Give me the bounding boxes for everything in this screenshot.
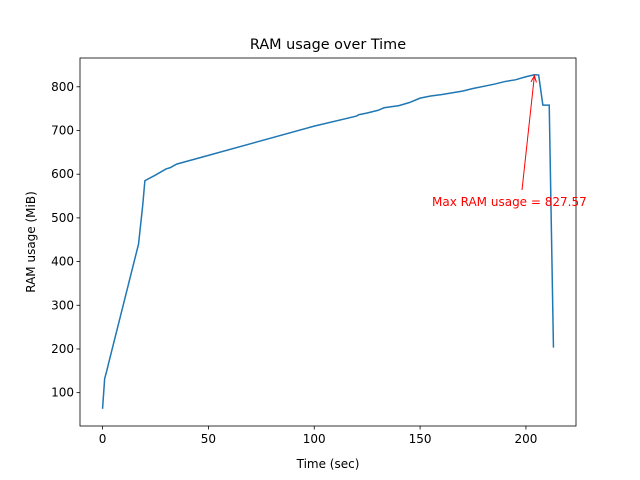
y-tick-label: 700 <box>51 123 74 137</box>
x-tick-label: 150 <box>409 432 432 446</box>
y-tick-label: 100 <box>51 386 74 400</box>
chart-title: RAM usage over Time <box>250 37 406 53</box>
annotation-arrow <box>521 75 535 191</box>
y-tick-label: 300 <box>51 298 74 312</box>
x-tick-label: 50 <box>201 432 216 446</box>
x-tick-label: 100 <box>303 432 326 446</box>
y-tick-label: 400 <box>51 255 74 269</box>
plot-frame <box>79 57 577 427</box>
x-tick-label: 200 <box>514 432 537 446</box>
y-tick-label: 800 <box>51 80 74 94</box>
x-axis-label: Time (sec) <box>296 457 360 471</box>
y-axis-label: RAM usage (MiB) <box>24 191 38 293</box>
annotation-text: Max RAM usage = 827.57 <box>432 195 587 209</box>
x-tick-label: 0 <box>99 432 107 446</box>
annotation-arrowhead <box>530 74 537 83</box>
y-tick-label: 500 <box>51 211 74 225</box>
data-line <box>101 73 555 409</box>
y-tick-label: 600 <box>51 167 74 181</box>
y-tick-label: 200 <box>51 342 74 356</box>
